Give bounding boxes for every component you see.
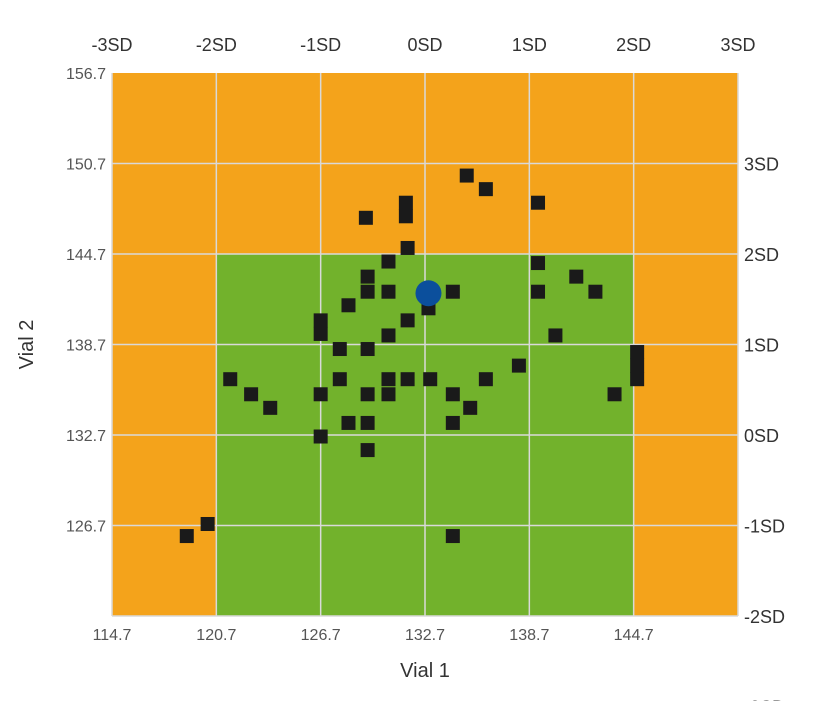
data-point[interactable] <box>263 400 278 415</box>
data-point[interactable] <box>179 529 194 544</box>
data-point[interactable] <box>630 372 645 387</box>
data-point[interactable] <box>445 529 460 544</box>
data-point[interactable] <box>200 516 215 531</box>
top-sd-tick-labels: -3SD -2SD -1SD 0SD 1SD 2SD 3SD <box>91 35 755 55</box>
right-sd-tick-label: 3SD <box>744 155 779 175</box>
right-sd-tick-label: 1SD <box>744 336 779 356</box>
y-tick-label: 144.7 <box>66 247 106 264</box>
data-point[interactable] <box>381 372 396 387</box>
data-point[interactable] <box>400 240 415 255</box>
data-point[interactable] <box>360 443 375 458</box>
data-point[interactable] <box>358 210 373 225</box>
x-tick-label: 144.7 <box>614 627 654 644</box>
data-point[interactable] <box>313 387 328 402</box>
top-sd-tick-label: -1SD <box>300 35 341 55</box>
x-tick-label: 126.7 <box>301 627 341 644</box>
top-sd-tick-label: -2SD <box>196 35 237 55</box>
data-point[interactable] <box>381 284 396 299</box>
top-sd-tick-label: 0SD <box>407 35 442 55</box>
data-point[interactable] <box>459 168 474 183</box>
y-tick-label: 150.7 <box>66 157 106 174</box>
data-point[interactable] <box>445 415 460 430</box>
right-sd-tick-label: -3SD <box>744 698 785 701</box>
x-axis-title: Vial 1 <box>400 660 450 682</box>
y-tick-labels: 156.7 150.7 144.7 138.7 132.7 126.7 <box>66 66 106 536</box>
data-point[interactable] <box>360 269 375 284</box>
data-point[interactable] <box>341 298 356 313</box>
data-point[interactable] <box>313 429 328 444</box>
highlight-point[interactable] <box>415 280 442 307</box>
data-point[interactable] <box>381 387 396 402</box>
x-tick-label: 132.7 <box>405 627 445 644</box>
data-point[interactable] <box>400 372 415 387</box>
data-point[interactable] <box>463 400 478 415</box>
y-tick-label: 126.7 <box>66 519 106 536</box>
data-point[interactable] <box>569 269 584 284</box>
y-tick-label: 156.7 <box>66 66 106 83</box>
data-point[interactable] <box>381 254 396 269</box>
data-point[interactable] <box>445 284 460 299</box>
data-point[interactable] <box>398 195 413 210</box>
x-tick-label: 120.7 <box>196 627 236 644</box>
top-sd-tick-label: -3SD <box>91 35 132 55</box>
data-point[interactable] <box>630 345 645 360</box>
data-point[interactable] <box>360 284 375 299</box>
data-point[interactable] <box>630 358 645 373</box>
x-tick-label: 138.7 <box>509 627 549 644</box>
data-point[interactable] <box>360 342 375 357</box>
data-point[interactable] <box>531 256 546 271</box>
data-point[interactable] <box>244 387 259 402</box>
data-point[interactable] <box>548 328 563 343</box>
y-tick-label: 132.7 <box>66 428 106 445</box>
right-sd-tick-label: 2SD <box>744 245 779 265</box>
y-tick-label: 138.7 <box>66 338 106 355</box>
x-tick-label: 114.7 <box>93 627 132 644</box>
x-tick-labels: 114.7 120.7 126.7 132.7 138.7 144.7 <box>93 627 654 644</box>
right-sd-tick-label: -1SD <box>744 517 785 537</box>
right-sd-tick-label: -2SD <box>744 607 785 627</box>
data-points <box>179 168 645 544</box>
right-sd-tick-labels: 3SD 2SD 1SD 0SD -1SD -2SD -3SD <box>744 155 785 701</box>
top-sd-tick-label: 1SD <box>512 35 547 55</box>
data-point[interactable] <box>332 372 347 387</box>
data-point[interactable] <box>381 328 396 343</box>
data-point[interactable] <box>607 387 622 402</box>
data-point[interactable] <box>478 182 493 197</box>
data-point[interactable] <box>531 284 546 299</box>
data-point[interactable] <box>223 372 238 387</box>
right-sd-tick-label: 0SD <box>744 426 779 446</box>
data-point[interactable] <box>445 387 460 402</box>
data-point[interactable] <box>398 209 413 224</box>
data-point[interactable] <box>313 313 328 328</box>
data-point[interactable] <box>511 358 526 373</box>
top-sd-tick-label: 2SD <box>616 35 651 55</box>
grid-lines <box>111 73 739 617</box>
y-axis-title: Vial 2 <box>16 320 38 370</box>
data-point[interactable] <box>360 387 375 402</box>
data-point[interactable] <box>423 372 438 387</box>
data-point[interactable] <box>313 326 328 341</box>
data-point[interactable] <box>400 313 415 328</box>
data-point[interactable] <box>341 415 356 430</box>
data-point[interactable] <box>332 342 347 357</box>
data-point[interactable] <box>531 195 546 210</box>
top-sd-tick-label: 3SD <box>720 35 755 55</box>
data-point[interactable] <box>478 372 493 387</box>
data-point[interactable] <box>360 415 375 430</box>
data-point[interactable] <box>588 284 603 299</box>
